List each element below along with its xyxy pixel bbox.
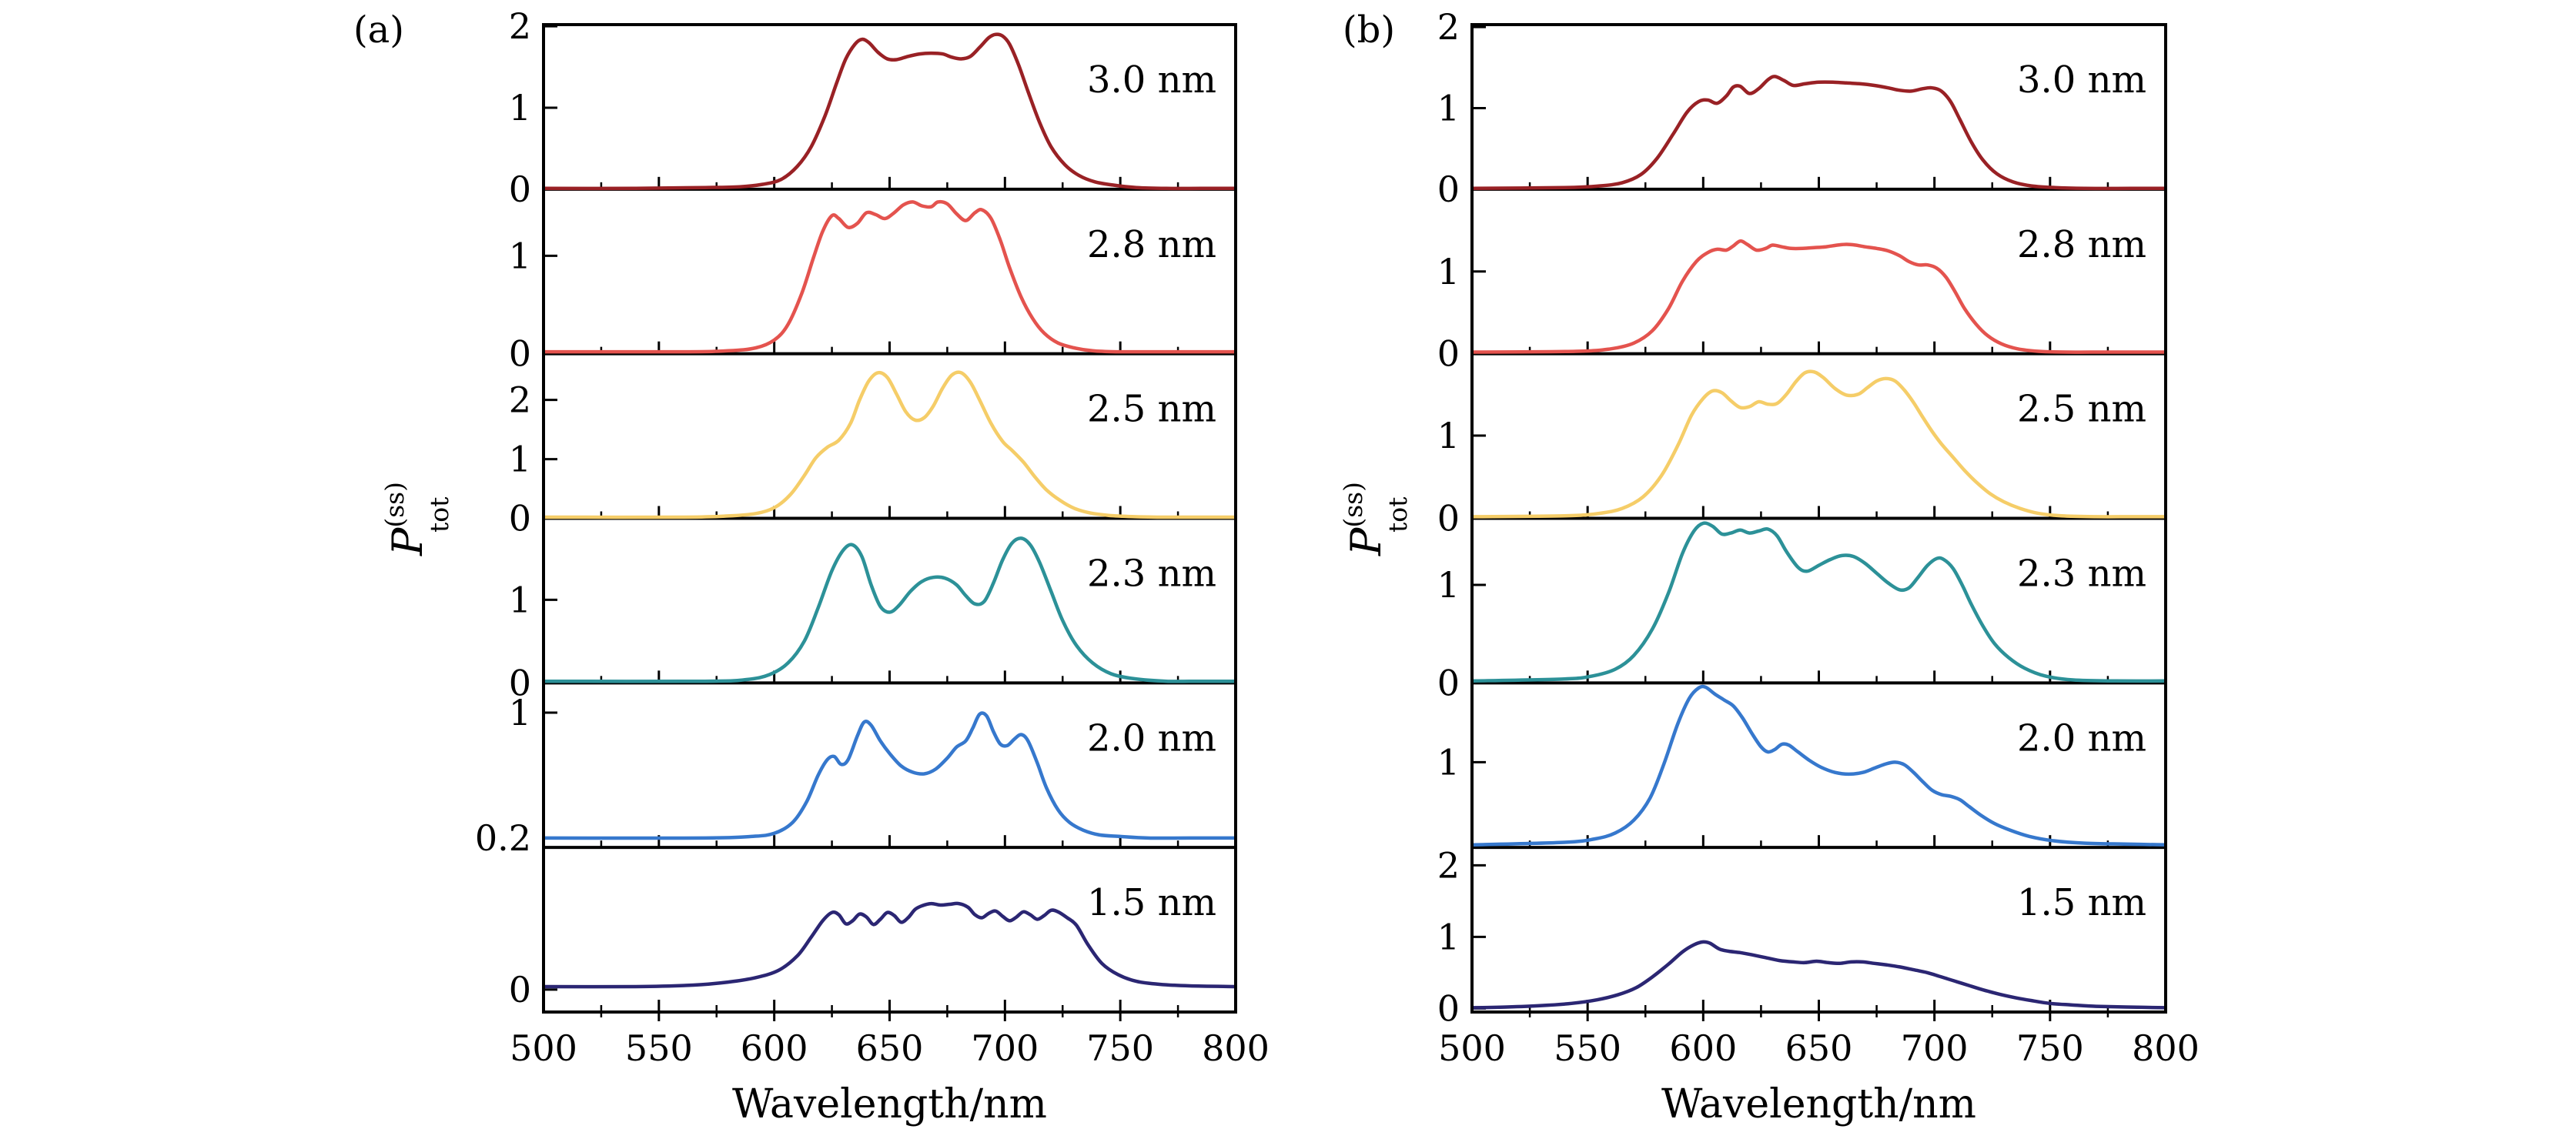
x-tick-label: 600 [1669,1027,1737,1069]
spectrum-curve [1470,369,2167,519]
subplot-2.0nm: 1 2.0 nm [1437,684,2167,850]
subplot-annotation: 2.5 nm [2017,388,2146,431]
subplot-annotation: 1.5 nm [2017,881,2146,924]
y-tick-label: 2 [509,379,531,421]
y-tick-label: 0 [509,169,531,210]
y-tick-label: 1 [1437,916,1460,957]
y-tick-label: 1 [1437,251,1460,292]
spectrum-curve [1470,239,2167,354]
y-tick-label: 0 [1437,333,1460,375]
subplot-annotation: 2.3 nm [1087,553,1216,596]
panel-label: (b) [1343,8,1395,52]
y-tick-label: 2 [509,5,531,47]
y-tick-label: 2 [1437,6,1460,48]
x-tick-label: 650 [1785,1027,1853,1069]
y-tick-label: 1 [509,235,531,276]
subplot-annotation: 2.5 nm [1087,388,1216,431]
spectrum-curve [1470,521,2167,683]
y-tick-label: 0 [1437,987,1460,1029]
spectrum-curve [542,32,1237,191]
subplot-2.0nm: 0.2 1 2.0 nm [475,692,1237,859]
spectrum-curve [542,370,1237,519]
y-tick-label: 1 [1437,87,1460,129]
x-tick-label: 500 [510,1027,577,1069]
subplot-annotation: 3.0 nm [1087,58,1216,102]
y-axis-label: P(ss) tot [1338,482,1413,556]
y-tick-label: 1 [509,579,531,620]
spectrum-curve [542,536,1237,683]
y-tick-label: 0 [509,662,531,703]
subplot-annotation: 1.5 nm [1087,881,1216,924]
x-axis-label: Wavelength/nm [1661,1081,1976,1127]
x-tick-label: 750 [2016,1027,2084,1069]
y-tick-label: 1 [509,87,531,129]
subplot-2.8nm: 0 1 2.8 nm [1437,223,2167,375]
x-tick-label: 700 [971,1027,1039,1069]
x-tick-label: 550 [625,1027,693,1069]
x-tick-label: 500 [1438,1027,1506,1069]
subplot-3.0nm: 0 1 2 3.0 nm [509,5,1237,210]
subplot-2.3nm: 0 1 2.3 nm [1437,521,2167,703]
x-axis-label: Wavelength/nm [732,1081,1047,1127]
subplot-annotation: 2.8 nm [1087,223,1216,266]
subplot-2.3nm: 0 1 2.3 nm [509,536,1237,703]
y-tick-label: 0 [1437,662,1460,703]
spectrum-curve [542,901,1237,989]
y-tick-label: 1 [509,439,531,480]
x-tick-label: 650 [856,1027,924,1069]
subplot-2.5nm: 0 1 2 2.5 nm [509,370,1237,539]
subplot-1.5nm: 0 1.5 nm [509,881,1237,1014]
y-tick-label: 0 [1437,169,1460,210]
y-axis-label: P(ss) tot [380,482,454,556]
subplot-annotation: 2.0 nm [2017,716,2146,760]
y-tick-label: 2 [1437,844,1460,886]
spectrum-curve [1470,684,2167,847]
y-tick-label: 0 [1437,498,1460,539]
spectrum-curve [1470,75,2167,191]
y-tick-label: 1 [1437,741,1460,783]
y-tick-label: 0 [509,498,531,539]
subplot-annotation: 2.8 nm [2017,223,2146,266]
subplot-annotation: 2.3 nm [2017,553,2146,596]
spectrum-curve [1470,940,2167,1010]
x-tick-label: 750 [1086,1027,1154,1069]
y-tick-label: 1 [1437,415,1460,456]
x-tick-label: 700 [1901,1027,1969,1069]
y-tick-label: 1 [1437,564,1460,606]
subplot-1.5nm: 0 1 2 1.5 nm [1437,844,2167,1029]
spectrum-curve [542,711,1237,840]
spectrum-curve [542,199,1237,354]
x-tick-label: 550 [1554,1027,1621,1069]
subplot-3.0nm: 0 1 2 3.0 nm [1437,6,2167,210]
panel-b: (b) P(ss) tot Wavelength/nm 0 1 2 3.0 nm 0 1 2.8 n… [1338,6,2200,1127]
subplot-annotation: 3.0 nm [2017,58,2146,102]
y-tick-label: 0 [509,969,531,1010]
x-tick-label: 600 [741,1027,808,1069]
subplot-annotation: 2.0 nm [1087,716,1216,760]
y-tick-label: 0.2 [475,817,531,859]
y-tick-label: 0 [509,333,531,375]
x-tick-label: 800 [1202,1027,1270,1069]
subplot-2.8nm: 0 1 2.8 nm [509,199,1237,375]
x-tick-label: 800 [2132,1027,2200,1069]
subplot-2.5nm: 0 1 2.5 nm [1437,369,2167,539]
panel-label: (a) [353,8,404,52]
y-tick-label: 1 [509,692,531,733]
